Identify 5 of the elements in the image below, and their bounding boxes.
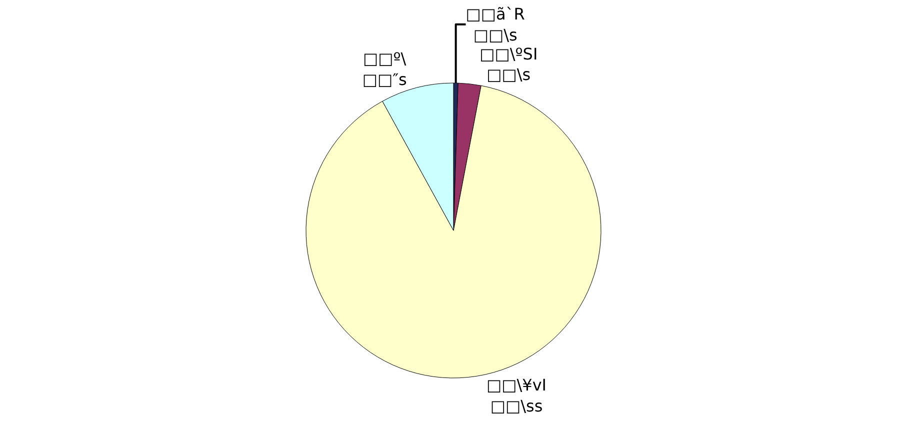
slice-label: □□ã`R □□\s bbox=[466, 4, 525, 44]
slice-label: □□\ºSI □□\s bbox=[480, 44, 538, 84]
slice-label: □□\¥vI □□\ss bbox=[486, 376, 547, 416]
slice-label: □□º\ □□″s bbox=[362, 49, 407, 89]
pie-slice bbox=[306, 85, 602, 378]
